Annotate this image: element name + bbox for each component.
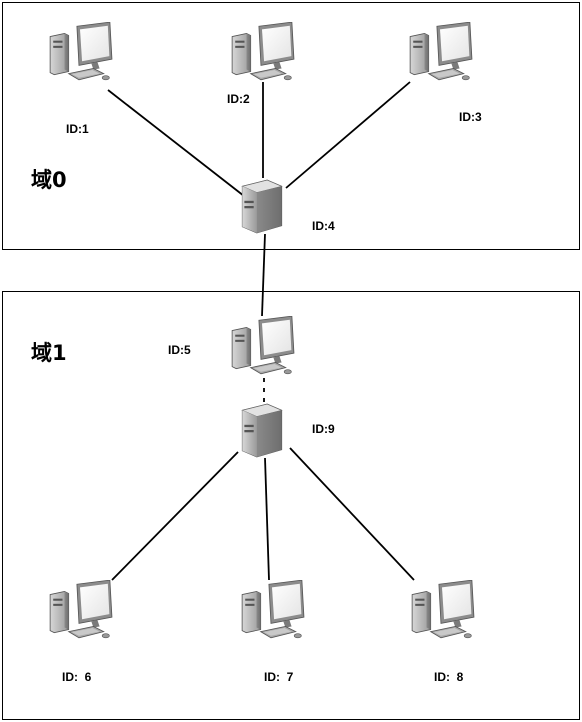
node-label-1: ID:1 [66,122,89,136]
node-label-7: ID: 7 [264,670,294,684]
node-label-4: ID:4 [312,219,335,233]
node-label-3: ID:3 [459,110,482,124]
link-1-4 [107,89,245,197]
node-label-5: ID:5 [168,343,191,357]
domain-0-title: 域0 [31,168,67,192]
pc-icon-3[interactable] [406,22,474,82]
node-label-9: ID:9 [312,422,335,436]
node-label-2: ID:2 [227,92,250,106]
domain-0-box [2,2,580,250]
link-3-4 [285,81,411,189]
server-icon-4[interactable] [240,178,284,234]
node-label-6: ID: 6 [62,670,92,684]
pc-icon-5[interactable] [228,316,296,376]
pc-icon-8[interactable] [408,580,476,640]
link-9-7 [264,457,270,581]
pc-icon-2[interactable] [228,22,296,82]
link-4-5 [261,233,266,317]
node-label-8: ID: 8 [434,670,464,684]
link-9-8 [289,447,415,581]
domain-1-box [2,291,580,720]
link-9-6 [111,451,239,581]
pc-icon-7[interactable] [238,580,306,640]
server-icon-9[interactable] [240,402,284,458]
domain-1-title: 域1 [31,341,67,365]
pc-icon-1[interactable] [46,22,114,82]
pc-icon-6[interactable] [46,580,114,640]
